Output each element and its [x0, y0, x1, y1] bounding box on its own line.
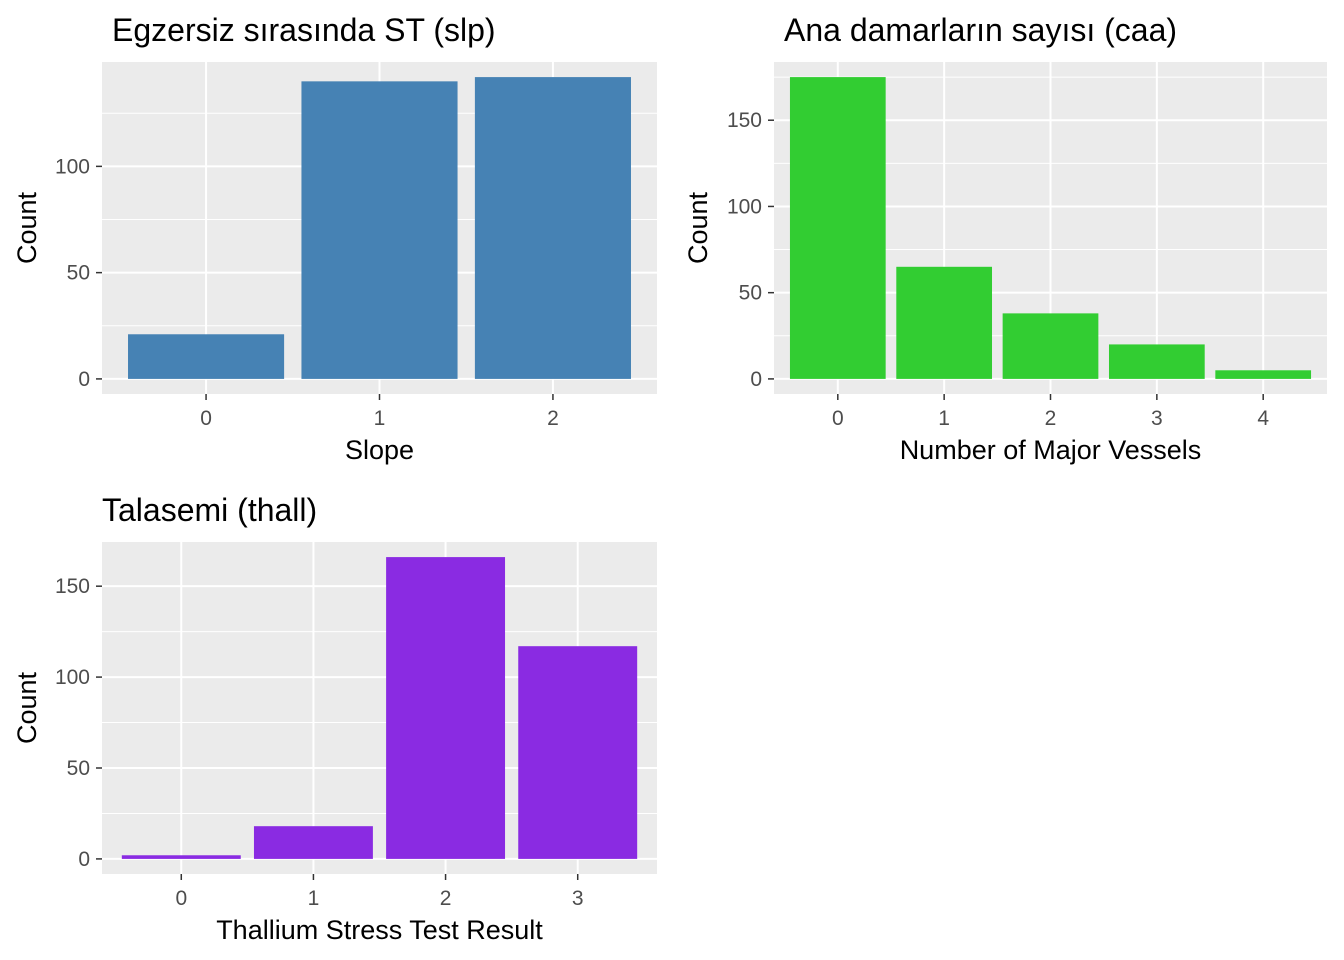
- y-tick-label: 100: [55, 155, 90, 178]
- y-axis-ticks: 0 50 100 150: [55, 575, 102, 871]
- x-tick-label: 1: [374, 407, 386, 430]
- y-axis-label: Count: [12, 191, 42, 264]
- x-tick-label: 3: [1151, 407, 1163, 430]
- chart-title: Egzersiz sırasında ST (slp): [112, 12, 496, 48]
- bars: [121, 557, 638, 859]
- x-tick-label: 1: [308, 887, 320, 910]
- chart-title: Ana damarların sayısı (caa): [784, 12, 1177, 48]
- y-tick-label: 50: [739, 282, 762, 305]
- y-tick-label: 100: [55, 666, 90, 689]
- y-tick-label: 150: [727, 109, 762, 132]
- x-axis-label: Thallium Stress Test Result: [216, 915, 543, 945]
- x-tick-label: 0: [832, 407, 844, 430]
- bar: [1108, 344, 1205, 379]
- x-tick-label: 4: [1257, 407, 1269, 430]
- major-vessels-chart: Ana damarların sayısı (caa) 0 50 100 150 0 1…: [683, 12, 1327, 465]
- x-tick-label: 2: [1045, 407, 1057, 430]
- y-tick-label: 100: [727, 195, 762, 218]
- x-axis-label: Slope: [345, 435, 414, 465]
- slope-chart: Egzersiz sırasında ST (slp) 0 50 100 0 1 2 S…: [12, 12, 657, 465]
- bar: [128, 334, 285, 379]
- x-tick-label: 0: [200, 407, 212, 430]
- y-tick-label: 0: [78, 368, 90, 391]
- y-tick-label: 50: [67, 757, 90, 780]
- bar: [121, 855, 241, 859]
- bar: [474, 77, 631, 379]
- x-axis-ticks: 0 1 2 3: [175, 874, 584, 910]
- x-axis-ticks: 0 1 2: [200, 394, 559, 430]
- bar: [518, 646, 638, 859]
- x-tick-label: 1: [938, 407, 950, 430]
- bars: [789, 77, 1312, 379]
- y-tick-label: 50: [67, 262, 90, 285]
- bar: [253, 826, 373, 859]
- y-axis-ticks: 0 50 100 150: [727, 109, 774, 391]
- y-tick-label: 0: [750, 368, 762, 391]
- x-tick-label: 2: [440, 887, 452, 910]
- bars: [128, 77, 631, 379]
- x-axis-ticks: 0 1 2 3 4: [832, 394, 1269, 430]
- x-tick-label: 3: [572, 887, 584, 910]
- y-axis-label: Count: [12, 671, 42, 744]
- bar: [896, 266, 993, 379]
- bar: [301, 81, 458, 379]
- x-axis-label: Number of Major Vessels: [900, 435, 1202, 465]
- bar: [789, 77, 886, 379]
- bar: [1215, 370, 1312, 379]
- bar: [1002, 313, 1099, 379]
- x-tick-label: 0: [175, 887, 187, 910]
- chart-title: Talasemi (thall): [102, 492, 317, 528]
- y-axis-ticks: 0 50 100: [55, 155, 102, 391]
- y-tick-label: 150: [55, 575, 90, 598]
- bar: [386, 557, 506, 859]
- y-axis-label: Count: [683, 191, 713, 264]
- y-tick-label: 0: [78, 848, 90, 871]
- thallium-chart: Talasemi (thall) 0 50 100 150 0 1 2 3 Thallium…: [12, 492, 657, 945]
- x-tick-label: 2: [547, 407, 559, 430]
